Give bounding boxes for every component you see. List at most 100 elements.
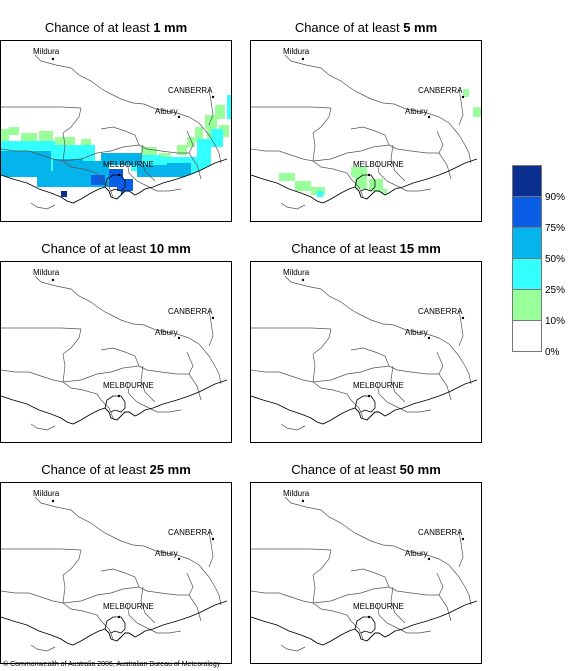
district-boundary <box>436 351 452 401</box>
sea-area <box>251 159 481 221</box>
city-label-melbourne: MELBOURNE <box>353 602 404 611</box>
district-boundary <box>312 365 390 383</box>
city-label-mildura: Mildura <box>33 489 60 498</box>
panel-title-50mm: Chance of at least 50 mm <box>291 462 441 477</box>
district-boundary <box>126 160 182 192</box>
district-boundary <box>1 148 64 162</box>
district-boundary <box>458 309 464 347</box>
rain-map-1mm: Mildura CANBERRA Albury MELBOURNE <box>0 40 232 222</box>
district-boundary <box>312 328 332 355</box>
district-boundary <box>34 54 222 164</box>
district-boundary <box>280 423 306 431</box>
district-boundary <box>62 328 82 355</box>
district-boundary <box>34 496 222 606</box>
city-label-albury: Albury <box>405 549 428 558</box>
legend-swatch-10 <box>512 289 542 320</box>
rain-probability-cell <box>53 159 83 173</box>
rain-map-25mm: Mildura CANBERRA Albury MELBOURNE <box>0 482 232 664</box>
district-boundary <box>1 106 82 109</box>
city-label-melbourne: MELBOURNE <box>103 160 154 169</box>
district-boundary <box>1 327 82 330</box>
rain-probability-cell <box>9 127 19 135</box>
city-marker-melbourne <box>117 394 121 398</box>
district-boundary <box>1 369 64 383</box>
district-boundary <box>376 160 432 192</box>
city-marker-albury <box>177 115 181 119</box>
rain-probability-cell <box>317 191 323 197</box>
district-boundary <box>100 399 114 419</box>
rain-probability-cell <box>227 95 231 119</box>
city-label-albury: Albury <box>405 107 428 116</box>
city-marker-mildura <box>301 278 305 282</box>
district-boundary <box>251 590 314 604</box>
coastline <box>251 158 478 204</box>
city-label-mildura: Mildura <box>33 47 60 56</box>
city-marker-melbourne <box>367 394 371 398</box>
victoria-map: Mildura CANBERRA Albury MELBOURNE <box>251 489 481 663</box>
district-boundary <box>30 644 56 652</box>
rain-map-5mm: Mildura CANBERRA Albury MELBOURNE <box>250 40 482 222</box>
district-boundary <box>251 106 332 109</box>
rain-probability-cell <box>81 139 91 147</box>
probability-legend <box>512 165 542 352</box>
district-boundary <box>312 574 352 622</box>
city-label-mildura: Mildura <box>283 489 310 498</box>
district-boundary <box>208 88 214 126</box>
city-label-albury: Albury <box>155 328 178 337</box>
district-boundary <box>1 548 82 551</box>
rain-probability-cell <box>195 127 203 141</box>
district-boundary <box>62 107 82 134</box>
city-label-melbourne: MELBOURNE <box>353 160 404 169</box>
rain-probability-cell <box>1 129 9 141</box>
port-phillip-bay <box>104 174 126 192</box>
rain-probability-cell <box>61 191 67 197</box>
port-phillip-bay <box>354 616 376 634</box>
city-marker-canberra <box>461 316 465 320</box>
sea-area <box>251 601 481 663</box>
legend-swatch-25 <box>512 258 542 289</box>
coastline <box>251 379 478 425</box>
district-boundary <box>284 496 472 606</box>
city-label-melbourne: MELBOURNE <box>103 602 154 611</box>
rain-probability-cell <box>37 171 87 187</box>
district-boundary <box>62 549 82 576</box>
victoria-map: Mildura CANBERRA Albury MELBOURNE <box>251 47 481 221</box>
panel-title-15mm: Chance of at least 15 mm <box>291 241 441 256</box>
district-boundary <box>100 568 140 588</box>
rain-probability-cell <box>279 173 295 181</box>
district-boundary <box>350 178 364 198</box>
city-marker-albury <box>427 557 431 561</box>
victoria-map: Mildura CANBERRA Albury MELBOURNE <box>1 268 231 442</box>
district-boundary <box>100 347 140 367</box>
legend-swatch-90 <box>512 165 542 196</box>
city-marker-melbourne <box>367 173 371 177</box>
district-boundary <box>312 132 352 180</box>
district-boundary <box>284 275 472 385</box>
city-label-canberra: CANBERRA <box>418 86 463 95</box>
rain-probability-cell <box>137 165 167 177</box>
victoria-map: Mildura CANBERRA Albury MELBOURNE <box>1 489 231 663</box>
coastline <box>1 379 228 425</box>
rain-probability-cell <box>101 153 141 165</box>
district-boundary <box>140 586 156 624</box>
district-boundary <box>388 586 439 596</box>
city-label-albury: Albury <box>155 107 178 116</box>
rain-probability-cell <box>177 145 187 155</box>
district-boundary <box>62 574 102 622</box>
rain-probability-cell <box>197 139 211 161</box>
district-boundary <box>126 602 182 634</box>
district-boundary <box>312 549 332 576</box>
city-marker-melbourne <box>367 615 371 619</box>
rain-probability-cell <box>39 131 53 141</box>
district-boundary <box>251 369 314 383</box>
sea-area <box>1 380 231 442</box>
district-boundary <box>350 347 390 367</box>
city-marker-albury <box>427 336 431 340</box>
rain-map-50mm: Mildura CANBERRA Albury MELBOURNE <box>250 482 482 664</box>
legend-label-25: 25% <box>545 285 566 296</box>
panel-title-1mm: Chance of at least 1 mm <box>44 20 188 35</box>
district-boundary <box>251 327 332 330</box>
district-boundary <box>62 132 102 180</box>
district-boundary <box>350 620 364 640</box>
legend-label-90: 90% <box>545 192 566 203</box>
